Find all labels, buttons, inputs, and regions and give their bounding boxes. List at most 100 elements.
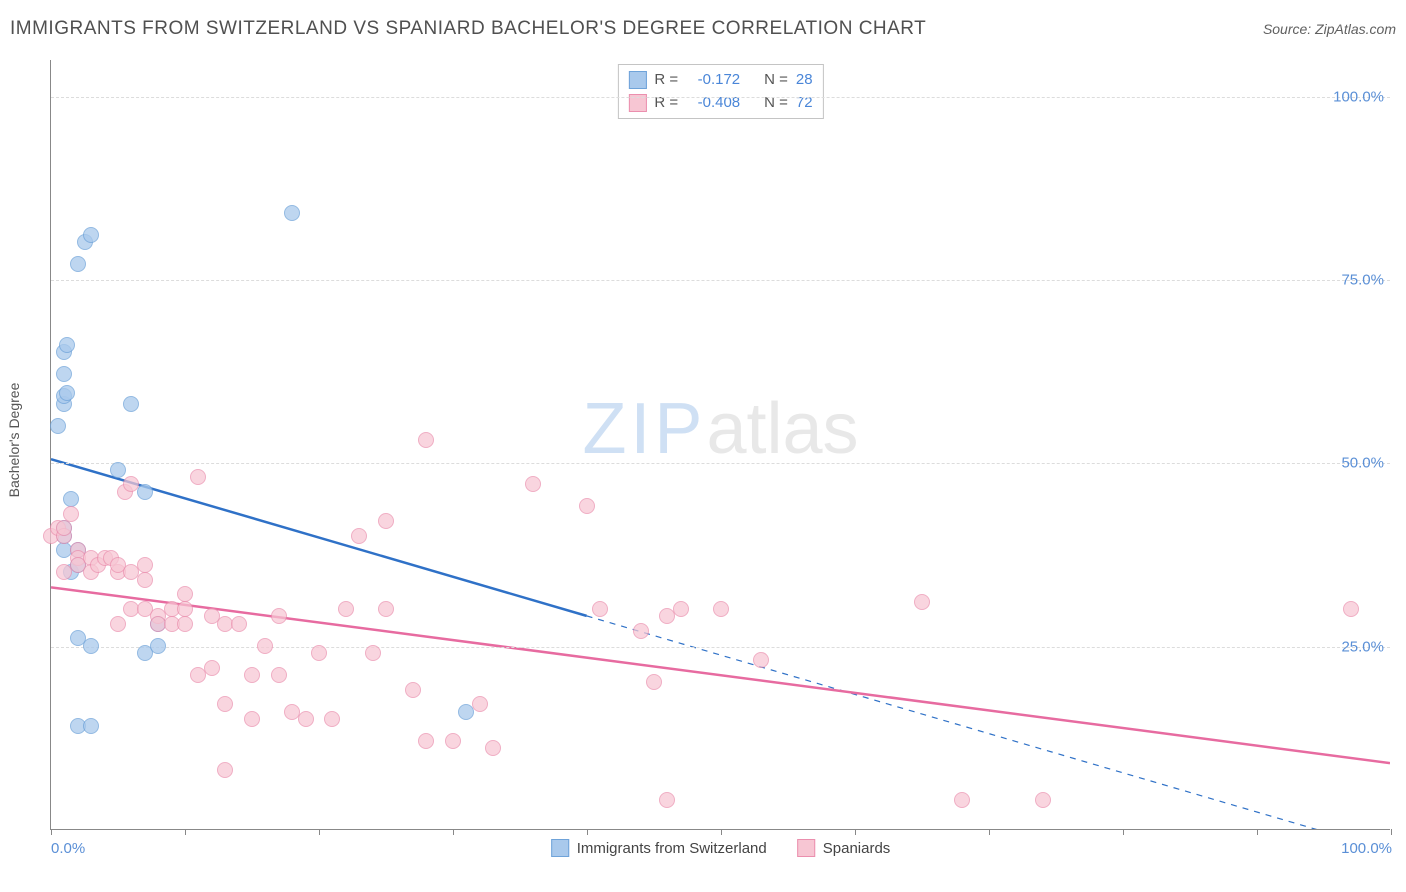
n-label: N =	[764, 69, 788, 92]
x-tick	[989, 829, 990, 835]
x-tick	[1123, 829, 1124, 835]
scatter-point-span	[177, 616, 193, 632]
legend-swatch-span	[797, 839, 815, 857]
x-tick	[855, 829, 856, 835]
scatter-point-span	[123, 476, 139, 492]
r-value-swiss: -0.172	[686, 69, 740, 92]
scatter-point-swiss	[70, 256, 86, 272]
watermark-atlas: atlas	[706, 389, 858, 469]
gridline	[51, 463, 1390, 464]
n-value-swiss: 28	[796, 69, 813, 92]
scatter-point-span	[257, 638, 273, 654]
legend-label-span: Spaniards	[823, 840, 891, 857]
scatter-point-span	[1343, 601, 1359, 617]
x-tick	[453, 829, 454, 835]
scatter-point-span	[351, 528, 367, 544]
r-label: R =	[654, 92, 678, 115]
gridline	[51, 97, 1390, 98]
scatter-point-span	[579, 498, 595, 514]
scatter-point-span	[244, 667, 260, 683]
watermark-zip: ZIP	[582, 389, 706, 469]
scatter-point-span	[338, 601, 354, 617]
scatter-point-span	[365, 645, 381, 661]
n-value-span: 72	[796, 92, 813, 115]
r-label: R =	[654, 69, 678, 92]
scatter-point-swiss	[50, 418, 66, 434]
scatter-point-swiss	[83, 227, 99, 243]
scatter-point-span	[217, 696, 233, 712]
legend-entry-swiss: Immigrants from Switzerland	[551, 839, 767, 857]
scatter-point-swiss	[59, 385, 75, 401]
legend-series: Immigrants from Switzerland Spaniards	[551, 839, 891, 857]
scatter-point-span	[137, 572, 153, 588]
legend-stats: R = -0.172 N = 28 R = -0.408 N = 72	[617, 64, 823, 119]
scatter-point-span	[324, 711, 340, 727]
x-axis-min-label: 0.0%	[51, 840, 85, 857]
scatter-point-swiss	[63, 491, 79, 507]
scatter-point-span	[204, 660, 220, 676]
scatter-point-span	[673, 601, 689, 617]
scatter-point-swiss	[83, 638, 99, 654]
scatter-point-span	[190, 469, 206, 485]
scatter-point-span	[137, 557, 153, 573]
scatter-point-swiss	[59, 337, 75, 353]
scatter-point-span	[954, 792, 970, 808]
legend-swatch-swiss	[628, 71, 646, 89]
n-label: N =	[764, 92, 788, 115]
x-tick	[1391, 829, 1392, 835]
y-tick-label: 75.0%	[1341, 272, 1384, 289]
scatter-point-span	[56, 520, 72, 536]
watermark: ZIPatlas	[582, 388, 858, 470]
x-tick	[51, 829, 52, 835]
scatter-point-span	[231, 616, 247, 632]
scatter-point-span	[445, 733, 461, 749]
scatter-point-swiss	[123, 396, 139, 412]
scatter-point-span	[525, 476, 541, 492]
scatter-point-swiss	[110, 462, 126, 478]
scatter-point-span	[659, 792, 675, 808]
y-tick-label: 100.0%	[1333, 88, 1384, 105]
scatter-point-span	[405, 682, 421, 698]
y-tick-label: 25.0%	[1341, 638, 1384, 655]
scatter-point-span	[592, 601, 608, 617]
scatter-point-span	[378, 601, 394, 617]
x-tick	[1257, 829, 1258, 835]
scatter-point-span	[753, 652, 769, 668]
scatter-point-span	[110, 616, 126, 632]
x-tick	[587, 829, 588, 835]
legend-stats-row-swiss: R = -0.172 N = 28	[628, 69, 812, 92]
y-tick-label: 50.0%	[1341, 455, 1384, 472]
scatter-point-span	[1035, 792, 1051, 808]
r-value-span: -0.408	[686, 92, 740, 115]
x-tick	[185, 829, 186, 835]
scatter-point-swiss	[56, 366, 72, 382]
x-tick	[319, 829, 320, 835]
scatter-point-span	[271, 667, 287, 683]
legend-stats-row-span: R = -0.408 N = 72	[628, 92, 812, 115]
scatter-point-span	[298, 711, 314, 727]
scatter-point-span	[177, 601, 193, 617]
legend-label-swiss: Immigrants from Switzerland	[577, 840, 767, 857]
scatter-point-span	[472, 696, 488, 712]
scatter-point-span	[177, 586, 193, 602]
scatter-point-span	[418, 733, 434, 749]
scatter-point-span	[244, 711, 260, 727]
chart-title: IMMIGRANTS FROM SWITZERLAND VS SPANIARD …	[10, 18, 926, 40]
scatter-point-swiss	[284, 205, 300, 221]
scatter-point-span	[378, 513, 394, 529]
scatter-point-span	[914, 594, 930, 610]
scatter-point-span	[63, 506, 79, 522]
scatter-point-span	[485, 740, 501, 756]
legend-entry-span: Spaniards	[797, 839, 891, 857]
scatter-point-span	[633, 623, 649, 639]
y-axis-label: Bachelor's Degree	[6, 383, 22, 498]
gridline	[51, 647, 1390, 648]
title-bar: IMMIGRANTS FROM SWITZERLAND VS SPANIARD …	[10, 18, 1396, 40]
scatter-point-span	[646, 674, 662, 690]
scatter-point-span	[271, 608, 287, 624]
gridline	[51, 280, 1390, 281]
scatter-point-span	[713, 601, 729, 617]
x-tick	[721, 829, 722, 835]
scatter-point-span	[418, 432, 434, 448]
trend-line-swiss-extrapolated	[587, 616, 1390, 829]
